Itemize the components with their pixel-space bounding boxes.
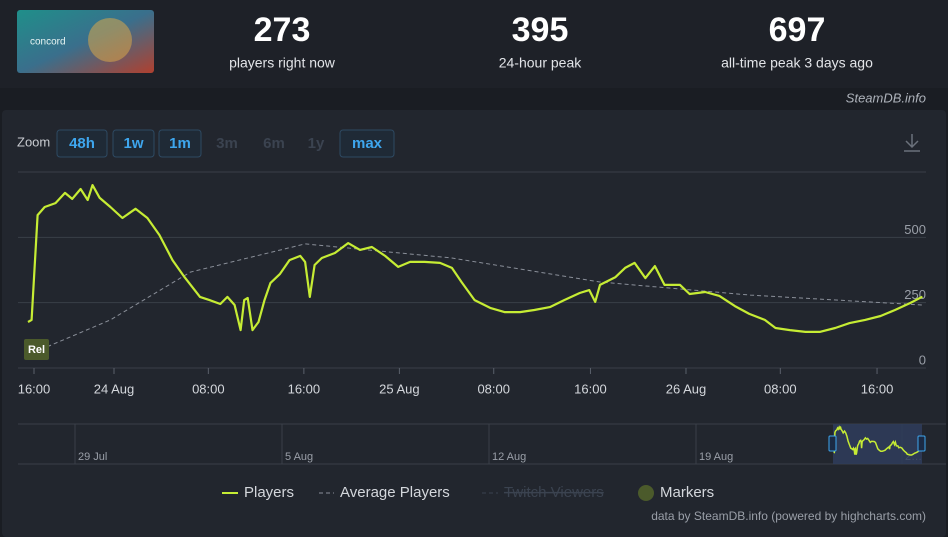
stat-value: 697 [769, 11, 826, 49]
annotation-label: Rel [28, 344, 45, 356]
navigator-label: 19 Aug [699, 451, 733, 463]
game-logo: concord [30, 37, 66, 48]
zoom-button[interactable] [56, 129, 108, 158]
zoom-button-label[interactable]: 1w [123, 135, 143, 152]
legend-label[interactable]: Markers [660, 484, 714, 501]
zoom-label: Zoom [17, 134, 50, 149]
navigator-label: 5 Aug [285, 451, 313, 463]
navigator-selection [833, 424, 922, 464]
x-tick-label: 16:00 [288, 381, 321, 396]
navigator-handle[interactable] [828, 435, 837, 452]
legend-label[interactable]: Average Players [340, 484, 450, 501]
navigator-label: 29 Jul [78, 451, 107, 463]
x-tick-label: 16:00 [18, 381, 51, 396]
zoom-button[interactable] [339, 129, 395, 158]
thumbnail-art [88, 18, 132, 62]
stat-value: 273 [254, 11, 311, 49]
stat-label: 24-hour peak [499, 55, 583, 71]
stat-label: all-time peak 3 days ago [721, 55, 873, 71]
zoom-button[interactable] [158, 129, 202, 158]
zoom-button-label: 3m [216, 135, 238, 152]
stat-value: 395 [512, 11, 569, 49]
download-glyph [904, 134, 920, 152]
x-tick-label: 24 Aug [94, 381, 135, 396]
y-tick-label: 500 [904, 222, 926, 237]
zoom-button-label: 1y [308, 135, 325, 152]
credit: data by SteamDB.info (powered by highcha… [651, 509, 926, 523]
x-tick-label: 08:00 [477, 381, 510, 396]
x-tick-label: 25 Aug [379, 381, 420, 396]
zoom-button-label[interactable]: 48h [69, 135, 95, 152]
legend-label[interactable]: Players [244, 484, 294, 501]
players-line [27, 184, 923, 333]
x-tick-label: 26 Aug [666, 381, 707, 396]
legend-symbol [638, 485, 654, 501]
stats-panel [0, 0, 948, 88]
stat-label: players right now [229, 55, 336, 71]
x-tick-label: 08:00 [192, 381, 225, 396]
zoom-button-label: 6m [263, 135, 285, 152]
brand: SteamDB.info [846, 90, 926, 105]
zoom-button[interactable] [112, 129, 155, 158]
download-icon[interactable] [904, 134, 920, 152]
navigator-label: 12 Aug [492, 451, 526, 463]
navigator-line [833, 425, 923, 456]
x-tick-label: 16:00 [861, 381, 894, 396]
zoom-button-label[interactable]: 1m [169, 135, 191, 152]
legend-label-hidden[interactable]: Twitch Viewers [504, 484, 604, 501]
chart-panel [2, 110, 946, 537]
y-tick-label: 0 [919, 352, 926, 367]
x-tick-label: 16:00 [574, 381, 607, 396]
zoom-button-label[interactable]: max [352, 135, 383, 152]
navigator-handle[interactable] [917, 435, 926, 452]
annotation-box [24, 339, 49, 360]
x-tick-label: 08:00 [764, 381, 797, 396]
